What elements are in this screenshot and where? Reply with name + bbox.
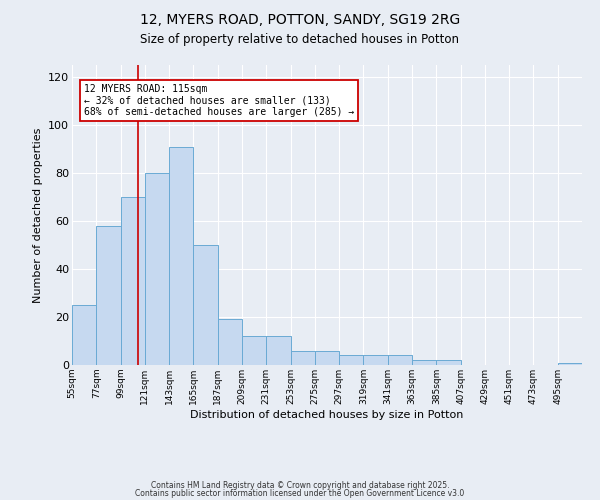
Bar: [169, 146, 193, 365]
Text: 12, MYERS ROAD, POTTON, SANDY, SG19 2RG: 12, MYERS ROAD, POTTON, SANDY, SG19 2RG: [140, 12, 460, 26]
Text: Contains public sector information licensed under the Open Government Licence v3: Contains public sector information licen…: [136, 489, 464, 498]
Bar: [558, 362, 582, 365]
Bar: [145, 173, 169, 365]
Bar: [315, 350, 339, 365]
Text: Contains HM Land Registry data © Crown copyright and database right 2025.: Contains HM Land Registry data © Crown c…: [151, 480, 449, 490]
Bar: [96, 226, 121, 365]
Text: 12 MYERS ROAD: 115sqm
← 32% of detached houses are smaller (133)
68% of semi-det: 12 MYERS ROAD: 115sqm ← 32% of detached …: [84, 84, 355, 117]
Bar: [121, 197, 145, 365]
Bar: [218, 320, 242, 365]
Y-axis label: Number of detached properties: Number of detached properties: [32, 128, 43, 302]
Text: Size of property relative to detached houses in Potton: Size of property relative to detached ho…: [140, 32, 460, 46]
Bar: [339, 356, 364, 365]
Bar: [290, 350, 315, 365]
X-axis label: Distribution of detached houses by size in Potton: Distribution of detached houses by size …: [190, 410, 464, 420]
Bar: [364, 356, 388, 365]
Bar: [436, 360, 461, 365]
Bar: [412, 360, 436, 365]
Bar: [242, 336, 266, 365]
Bar: [266, 336, 290, 365]
Bar: [72, 305, 96, 365]
Bar: [193, 245, 218, 365]
Bar: [388, 356, 412, 365]
